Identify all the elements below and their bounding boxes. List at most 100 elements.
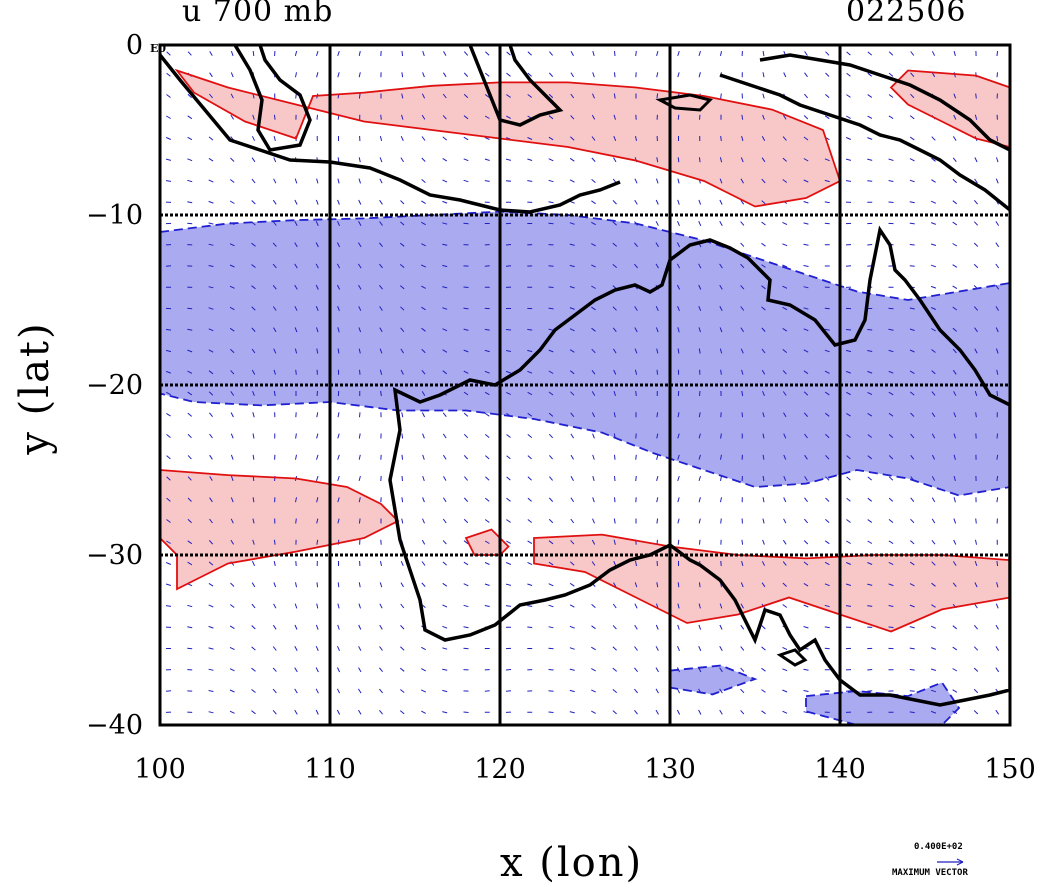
wind-vector xyxy=(909,158,915,162)
wind-vector xyxy=(569,179,575,183)
wind-vector xyxy=(527,540,533,545)
wind-vector xyxy=(548,518,554,524)
wind-vector xyxy=(527,51,532,56)
wind-vector xyxy=(888,391,894,396)
wind-vector xyxy=(400,560,404,567)
wind-vector xyxy=(698,645,702,652)
wind-vector xyxy=(782,561,787,566)
wind-vector xyxy=(973,242,979,247)
wind-vector xyxy=(421,200,426,205)
wind-vector xyxy=(294,306,298,311)
wind-vector xyxy=(463,433,469,439)
wind-vector xyxy=(442,540,447,545)
wind-vector xyxy=(761,306,766,311)
wind-vector xyxy=(845,329,852,331)
wind-vector xyxy=(761,327,766,332)
wind-vector xyxy=(230,370,235,375)
wind-vector xyxy=(294,242,298,248)
wind-vector xyxy=(527,180,533,182)
wind-vector xyxy=(591,285,596,289)
wind-vector xyxy=(909,690,915,692)
wind-vector xyxy=(506,455,511,460)
wind-vector xyxy=(677,582,680,588)
wind-vector xyxy=(931,136,936,141)
wind-vector xyxy=(442,561,447,566)
wind-vector xyxy=(272,709,277,715)
wind-vector xyxy=(548,604,554,608)
wind-vector xyxy=(230,348,235,354)
wind-vector xyxy=(463,115,469,120)
wind-vector xyxy=(421,243,426,247)
wind-vector xyxy=(762,412,765,418)
wind-vector xyxy=(463,583,469,587)
wind-vector xyxy=(230,114,235,120)
wind-vector xyxy=(463,497,469,502)
wind-vector xyxy=(888,328,894,331)
wind-vector xyxy=(909,244,915,246)
wind-vector xyxy=(995,306,999,311)
wind-vector xyxy=(527,349,533,353)
wind-vector xyxy=(910,51,915,56)
wind-vector xyxy=(761,178,766,184)
wind-vector xyxy=(422,72,425,78)
wind-vector xyxy=(782,285,788,289)
wind-vector xyxy=(273,178,277,184)
wind-vector xyxy=(634,242,638,248)
wind-vector xyxy=(187,349,193,353)
wind-vector xyxy=(337,518,340,524)
wind-vector xyxy=(569,647,575,650)
wind-vector xyxy=(420,689,427,693)
wind-vector xyxy=(635,475,637,482)
wind-vector xyxy=(761,264,766,268)
wind-vector xyxy=(634,306,638,311)
wind-vector xyxy=(591,689,596,693)
wind-vector xyxy=(506,72,511,77)
wind-vector xyxy=(635,560,637,567)
wind-vector xyxy=(379,624,383,630)
wind-vector xyxy=(803,391,809,396)
wind-vector xyxy=(803,222,809,225)
wind-vector xyxy=(931,307,936,310)
wind-vector xyxy=(782,668,788,672)
wind-vector xyxy=(380,114,382,120)
wind-vector xyxy=(422,475,425,482)
wind-vector xyxy=(187,497,192,502)
wind-vector xyxy=(230,539,235,545)
wind-vector xyxy=(484,180,490,182)
wind-vector xyxy=(803,690,809,692)
wind-vector xyxy=(252,497,255,503)
wind-vector xyxy=(463,349,469,353)
wind-vector xyxy=(443,476,447,481)
wind-vector xyxy=(315,306,319,311)
wind-vector xyxy=(634,263,638,269)
wind-vector xyxy=(846,519,851,523)
region-fill-south-patch-1 xyxy=(670,665,755,695)
wind-vector xyxy=(463,647,469,650)
wind-vector xyxy=(909,201,915,204)
wind-vector xyxy=(614,454,616,460)
gridlines xyxy=(160,45,1010,725)
wind-vector xyxy=(337,221,340,226)
wind-vector xyxy=(909,583,915,587)
wind-vector xyxy=(656,454,659,460)
wind-vector xyxy=(463,158,469,162)
contour-south-patch-1 xyxy=(669,664,758,696)
wind-vector xyxy=(251,689,256,693)
wind-vector xyxy=(548,412,554,417)
wind-vector xyxy=(209,497,213,503)
wind-vector xyxy=(698,518,701,524)
wind-vector xyxy=(591,668,596,672)
wind-vector xyxy=(208,179,214,183)
wind-vector xyxy=(548,391,554,396)
wind-vector xyxy=(358,709,362,715)
wind-vector xyxy=(399,710,405,715)
wind-vector xyxy=(825,455,830,460)
wind-vector xyxy=(677,50,680,57)
wind-vector xyxy=(336,688,341,694)
wind-vector xyxy=(484,391,490,396)
wind-vector xyxy=(740,327,745,333)
wind-vector xyxy=(740,348,744,354)
wind-vector xyxy=(570,391,575,396)
wind-vector xyxy=(995,284,1000,290)
